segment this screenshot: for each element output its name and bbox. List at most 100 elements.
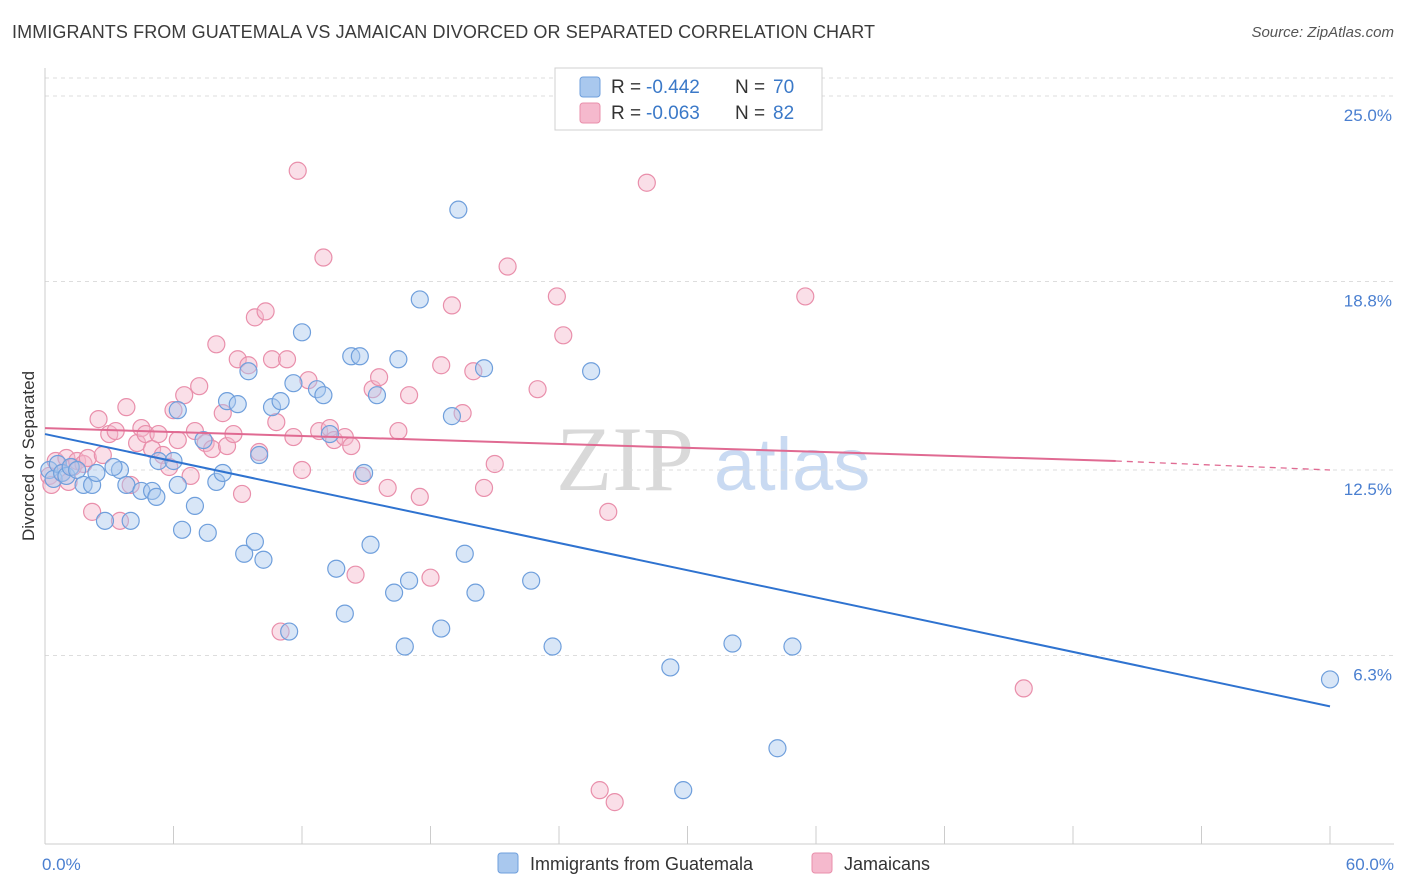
guatemala-point	[194, 430, 213, 450]
jamaican-point	[121, 475, 140, 495]
guatemala-point	[57, 466, 76, 486]
jamaican-point	[547, 287, 566, 306]
guatemala-point	[661, 658, 680, 677]
guatemala-point	[284, 374, 303, 393]
guatemala-point	[239, 362, 258, 381]
jamaican-trend-line-extension	[1115, 460, 1331, 471]
guatemala-point	[327, 559, 346, 578]
guatemala-point	[271, 392, 290, 411]
jamaican-point	[164, 401, 183, 420]
jamaican-point	[498, 257, 517, 276]
guatemala-point	[455, 544, 474, 563]
guatemala-point	[389, 350, 408, 369]
guatemala-point	[292, 323, 312, 342]
jamaican-trend-line	[44, 427, 1116, 462]
jamaican-point	[78, 448, 97, 468]
guatemala-point	[474, 359, 494, 378]
y-tick-label: 25.0%	[1344, 106, 1392, 125]
jamaican-point	[378, 478, 397, 498]
guatemala-point	[399, 571, 419, 590]
legend-label-jamaicans: Jamaicans	[844, 854, 930, 874]
jamaican-point	[796, 287, 815, 306]
jamaican-point	[453, 404, 472, 423]
series-legend: Immigrants from Guatemala Jamaicans	[497, 852, 930, 874]
guatemala-point	[361, 535, 380, 554]
jamaican-point	[590, 781, 609, 800]
guatemala-point	[217, 392, 237, 411]
guatemala-point	[582, 362, 601, 381]
guatemala-point	[350, 347, 369, 366]
guatemala-trend-line	[44, 433, 1331, 708]
y-tick-label: 6.3%	[1353, 665, 1392, 684]
jamaican-point	[175, 386, 194, 405]
guatemala-point	[395, 637, 414, 656]
stats-n-value-1: 70	[773, 77, 794, 98]
guatemala-point	[87, 463, 106, 483]
guatemala-point	[384, 583, 404, 602]
guatemala-point	[250, 445, 269, 465]
guatemala-point	[335, 604, 354, 623]
jamaican-point	[190, 377, 209, 396]
guatemala-point	[168, 401, 187, 420]
legend-label-guatemala: Immigrants from Guatemala	[530, 854, 754, 874]
guatemala-point	[235, 544, 254, 563]
guatemala-point	[228, 395, 247, 414]
y-tick-label: 18.8%	[1344, 291, 1392, 310]
guatemala-point	[198, 523, 217, 542]
guatemala-point	[410, 290, 429, 309]
guatemala-point	[68, 460, 87, 480]
guatemala-point	[254, 550, 273, 569]
jamaican-point	[464, 362, 483, 381]
guatemala-point	[320, 424, 339, 444]
jamaican-point	[228, 350, 247, 369]
jamaican-point	[149, 424, 168, 444]
guatemala-point	[172, 520, 192, 539]
jamaican-point	[136, 424, 155, 444]
jamaican-point	[352, 466, 372, 486]
chart-title: IMMIGRANTS FROM GUATEMALA VS JAMAICAN DI…	[12, 22, 876, 42]
guatemala-point	[442, 407, 462, 426]
stats-r-label-2: R =	[611, 103, 641, 124]
jamaican-point	[474, 478, 494, 498]
legend-swatch-guatemala	[497, 852, 519, 874]
jamaican-point	[370, 368, 389, 387]
y-axis-label: Divorced or Separated	[19, 371, 38, 541]
stats-n-label-1: N =	[735, 77, 765, 98]
jamaican-point	[399, 386, 419, 405]
jamaican-point	[89, 410, 108, 429]
guatemala-point	[674, 781, 693, 800]
stats-n-value-2: 82	[773, 103, 794, 124]
guatemala-point	[245, 532, 264, 551]
guatemala-point	[783, 637, 802, 656]
jamaican-point	[554, 326, 573, 345]
jamaican-point	[232, 484, 252, 504]
y-tick-label: 12.5%	[1344, 480, 1392, 499]
guatemala-point	[104, 457, 123, 477]
guatemala-point	[355, 463, 374, 483]
stats-r-value-1: -0.442	[646, 77, 700, 98]
jamaican-point	[277, 350, 297, 369]
jamaican-point	[267, 413, 286, 432]
watermark-atlas: atlas	[714, 423, 870, 506]
stats-legend-swatch-blue	[579, 76, 601, 98]
jamaican-point	[110, 511, 130, 530]
jamaican-point	[288, 161, 307, 180]
guatemala-point	[83, 475, 102, 495]
jamaican-point	[207, 335, 226, 354]
jamaican-point	[346, 565, 365, 584]
stats-n-label-2: N =	[735, 103, 765, 124]
guatemala-point	[543, 637, 562, 656]
guatemala-point	[367, 386, 387, 405]
legend-swatch-jamaicans	[811, 852, 833, 874]
jamaican-point	[637, 173, 656, 192]
jamaican-point	[181, 466, 200, 486]
jamaican-point	[1014, 679, 1033, 698]
guatemala-point	[280, 622, 299, 641]
jamaican-point	[605, 793, 624, 812]
jamaican-point	[168, 430, 187, 450]
jamaican-point	[117, 398, 136, 417]
guatemala-point	[522, 571, 541, 590]
guatemala-point	[768, 739, 787, 758]
guatemala-point	[207, 472, 226, 492]
